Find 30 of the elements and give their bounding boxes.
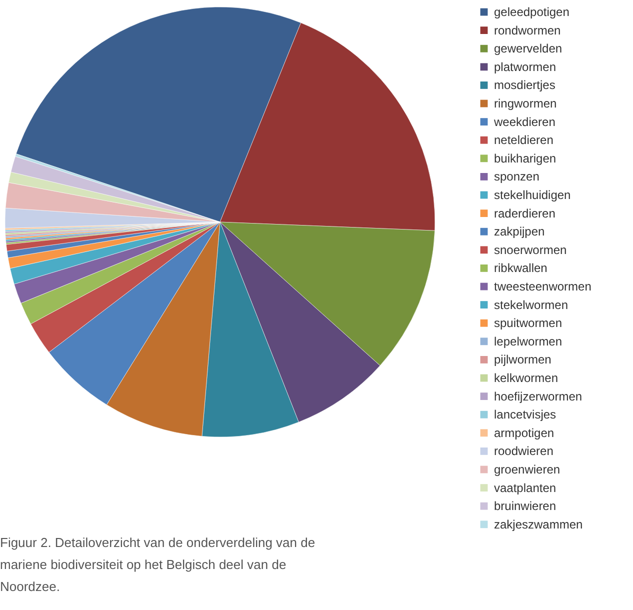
legend-label: neteldieren xyxy=(494,133,554,148)
legend-label: spuitwormen xyxy=(494,316,562,330)
legend-label: hoefijzerwormen xyxy=(494,389,582,404)
legend-label: vaatplanten xyxy=(494,480,556,495)
legend-label: lepelwormen xyxy=(494,334,562,348)
legend-label: mosdiertjes xyxy=(494,78,556,92)
legend-label: pijlwormen xyxy=(494,352,552,367)
legend-label: ribkwallen xyxy=(494,261,548,276)
legend-label: raderdieren xyxy=(494,206,556,220)
legend-label: geleedpotigen xyxy=(494,5,570,19)
legend-label: lancetvisjes xyxy=(494,408,556,422)
text: Figuur 2. Detailoverzicht van de onderverdeling van de mariene biodiversiteit op het Belgisch deel van de Noordzee. xyxy=(0,534,316,596)
legend-label: gewervelden xyxy=(494,42,562,56)
legend-label: rondwormen xyxy=(494,23,561,38)
legend-label: snoerwormen xyxy=(494,242,567,257)
legend-label: groenwieren xyxy=(494,462,560,476)
legend-label: platwormen xyxy=(494,60,556,74)
legend-label: kelkwormen xyxy=(494,371,558,385)
legend-label: stekelwormen xyxy=(494,298,568,312)
legend-label: stekelhuidigen xyxy=(494,188,571,202)
legend-label: zakpijpen xyxy=(494,224,545,239)
legend-label: zakjeszwammen xyxy=(494,517,583,532)
legend-label: tweesteenwormen xyxy=(494,280,592,294)
legend-label: bruinwieren xyxy=(494,499,556,514)
legend-label: weekdieren xyxy=(493,114,556,129)
legend-label: ringwormen xyxy=(494,96,557,110)
legend-label: sponzen xyxy=(494,170,540,184)
legend-label: roodwieren xyxy=(494,444,554,458)
legend-label: buikharigen xyxy=(494,151,556,166)
legend-label: armpotigen xyxy=(494,426,554,440)
